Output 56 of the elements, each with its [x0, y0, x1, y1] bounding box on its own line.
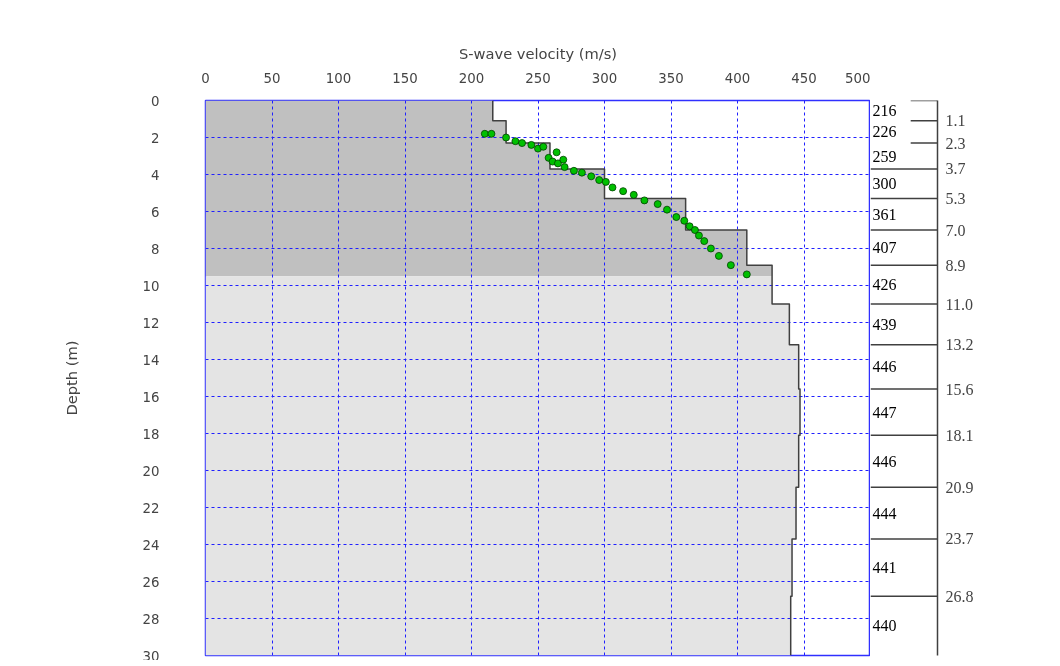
- y-tick-label: 26: [142, 574, 160, 590]
- y2-tick-label: 7.0: [945, 221, 966, 239]
- text: 446: [872, 358, 897, 376]
- y2-tick-label: 8.9: [945, 256, 966, 274]
- x-tick-label: 200: [458, 70, 485, 86]
- x-tick-label: 100: [325, 70, 352, 86]
- y2-tick-label: 2.3: [945, 134, 966, 152]
- y-tick-label: 10: [142, 278, 160, 294]
- y-tick-label: 2: [151, 130, 160, 146]
- y-tick-label: 16: [142, 389, 160, 405]
- y2-tick-label: 23.7: [945, 530, 974, 548]
- y2-tick-label: 26.8: [945, 587, 974, 605]
- y2-tick-label: 11.0: [945, 295, 973, 313]
- y-tick-label: 24: [142, 537, 160, 553]
- x-tick-label: 300: [591, 70, 618, 86]
- text: 361: [872, 205, 897, 223]
- x-axis-title: S-wave velocity (m/s): [458, 44, 618, 62]
- y2-tick-label: 3.7: [945, 160, 966, 178]
- text: 216: [872, 102, 897, 120]
- x-tick-label: 250: [525, 70, 551, 86]
- y-tick-label: 20: [142, 463, 160, 479]
- y-tick-label: 8: [151, 241, 160, 257]
- x-tick-label: 500: [845, 70, 871, 86]
- text: 439: [872, 315, 897, 333]
- y-tick-label: 18: [142, 426, 160, 442]
- x-tick-label: 150: [392, 70, 418, 86]
- text: 441: [872, 559, 897, 577]
- x-tick-label: 50: [263, 70, 281, 86]
- text: 444: [872, 504, 897, 522]
- y2-tick-label: 20.9: [945, 478, 974, 496]
- y2-tick-label: 18.1: [945, 426, 974, 444]
- text: 226: [872, 123, 897, 141]
- y-tick-label: 0: [151, 93, 160, 109]
- text: 259: [872, 147, 897, 165]
- text: 447: [872, 403, 897, 421]
- y-tick-label: 12: [142, 315, 160, 331]
- y-tick-label: 14: [142, 352, 160, 368]
- y-tick-label: 30: [142, 648, 160, 664]
- text: 426: [872, 276, 897, 294]
- text: 407: [872, 239, 897, 257]
- y-tick-label: 4: [151, 167, 160, 183]
- x-tick-label: 0: [201, 70, 210, 86]
- y2-tick-label: 15.6: [945, 380, 974, 398]
- y2-tick-label: 1.1: [945, 112, 966, 130]
- y-axis-title: Depth (m): [62, 340, 80, 416]
- y-tick-label: 28: [142, 611, 160, 627]
- text: 300: [872, 175, 897, 193]
- text: 440: [872, 617, 897, 635]
- y2-tick-label: 5.3: [945, 190, 966, 208]
- y2-tick-label: 13.2: [945, 336, 974, 354]
- text: 446: [872, 452, 897, 470]
- x-tick-label: 450: [791, 70, 817, 86]
- y-tick-label: 22: [142, 500, 160, 516]
- x-tick-label: 400: [724, 70, 751, 86]
- y-tick-label: 6: [151, 204, 160, 220]
- x-tick-label: 350: [658, 70, 684, 86]
